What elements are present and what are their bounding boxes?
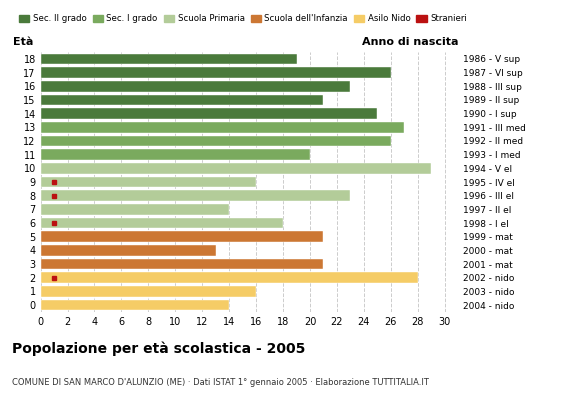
Bar [41,286,256,297]
Text: Età: Età [13,37,34,47]
Bar [41,231,324,242]
Bar [41,163,432,174]
Bar [41,149,310,160]
Bar [41,81,350,92]
Bar [41,300,229,310]
Bar [41,122,404,133]
Bar [41,54,296,64]
Legend: Sec. II grado, Sec. I grado, Scuola Primaria, Scuola dell'Infanzia, Asilo Nido, : Sec. II grado, Sec. I grado, Scuola Prim… [16,11,470,27]
Bar [41,108,378,119]
Bar [41,245,216,256]
Bar [41,94,324,105]
Bar [41,218,283,228]
Bar [41,272,418,283]
Bar [41,136,391,146]
Bar [41,204,229,215]
Bar [41,177,256,187]
Text: Popolazione per età scolastica - 2005: Popolazione per età scolastica - 2005 [12,342,305,356]
Bar [41,259,324,270]
Text: Anno di nascita: Anno di nascita [362,37,458,47]
Bar [41,190,350,201]
Text: COMUNE DI SAN MARCO D'ALUNZIO (ME) · Dati ISTAT 1° gennaio 2005 · Elaborazione T: COMUNE DI SAN MARCO D'ALUNZIO (ME) · Dat… [12,378,429,387]
Bar [41,67,391,78]
